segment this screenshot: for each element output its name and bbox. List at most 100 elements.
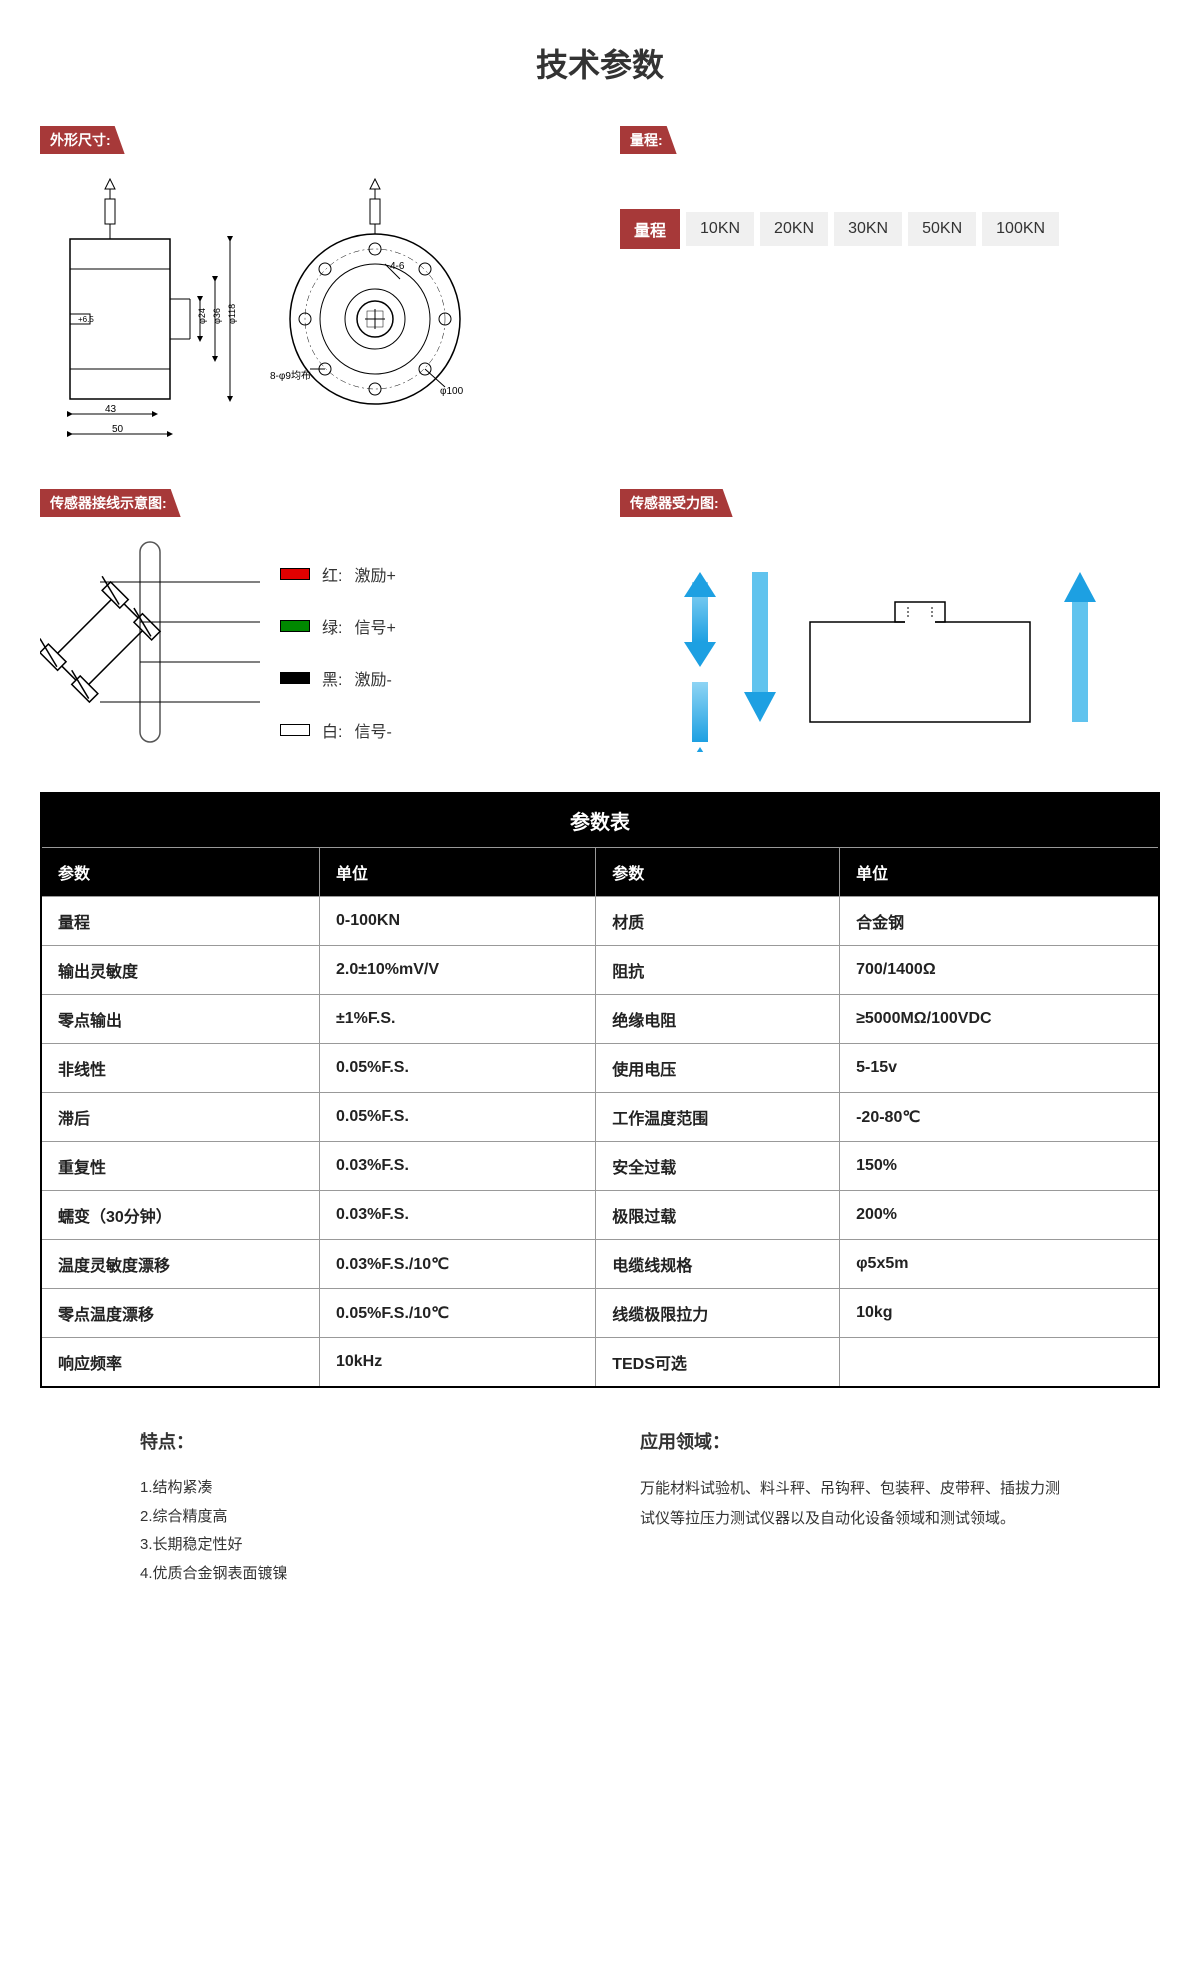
table-row: 零点输出±1%F.S.绝缘电阻≥5000MΩ/100VDC [41, 995, 1159, 1044]
force-diagram [620, 552, 1160, 752]
table-cell: 温度灵敏度漂移 [41, 1240, 319, 1289]
side-view-diagram: +6.5 φ24 φ36 φ118 43 50 [40, 169, 240, 449]
table-row: 蠕变（30分钟）0.03%F.S.极限过载200% [41, 1191, 1159, 1240]
table-cell: 零点输出 [41, 995, 319, 1044]
table-row: 温度灵敏度漂移0.03%F.S./10℃电缆线规格φ5x5m [41, 1240, 1159, 1289]
svg-text:43: 43 [105, 404, 117, 415]
swatch-white [280, 724, 310, 736]
table-cell [840, 1338, 1159, 1388]
col-header: 参数 [41, 848, 319, 897]
feature-item: 2.综合精度高 [140, 1503, 560, 1532]
range-item: 20KN [760, 212, 828, 246]
applications-text: 万能材料试验机、料斗秤、吊钩秤、包装秤、皮带秤、插拔力测试仪等拉压力测试仪器以及… [640, 1474, 1060, 1534]
swatch-red [280, 568, 310, 580]
svg-text:+6.5: +6.5 [78, 315, 94, 324]
table-cell: 200% [840, 1191, 1159, 1240]
table-row: 重复性0.03%F.S.安全过载150% [41, 1142, 1159, 1191]
svg-text:8-φ9均布: 8-φ9均布 [270, 370, 311, 382]
table-row: 响应频率10kHzTEDS可选 [41, 1338, 1159, 1388]
table-row: 零点温度漂移0.05%F.S./10℃线缆极限拉力10kg [41, 1289, 1159, 1338]
col-header: 单位 [319, 848, 595, 897]
col-header: 参数 [596, 848, 840, 897]
swatch-black [280, 672, 310, 684]
range-item: 30KN [834, 212, 902, 246]
swatch-green [280, 620, 310, 632]
wire-black: 黑:激励- [280, 666, 396, 690]
wire-legend: 红:激励+ 绿:信号+ 黑:激励- 白:信号- [280, 562, 396, 742]
wire-white: 白:信号- [280, 718, 396, 742]
table-cell: 材质 [596, 897, 840, 946]
table-cell: 10kHz [319, 1338, 595, 1388]
svg-text:φ100: φ100 [440, 386, 464, 397]
parameter-table: 参数表 参数 单位 参数 单位 量程0-100KN材质合金钢输出灵敏度2.0±1… [40, 792, 1160, 1388]
table-cell: 0-100KN [319, 897, 595, 946]
table-cell: 工作温度范围 [596, 1093, 840, 1142]
top-section: 外形尺寸: +6.5 φ24 φ36 φ118 [40, 126, 1160, 449]
table-cell: 极限过载 [596, 1191, 840, 1240]
range-item: 50KN [908, 212, 976, 246]
table-cell: 0.05%F.S. [319, 1044, 595, 1093]
bottom-section: 特点： 1.结构紧凑2.综合精度高3.长期稳定性好4.优质合金钢表面镀镍 应用领… [40, 1428, 1160, 1588]
dimension-diagrams: +6.5 φ24 φ36 φ118 43 50 [40, 169, 580, 449]
sensor-box [800, 572, 1040, 732]
table-cell: 安全过载 [596, 1142, 840, 1191]
wiring-diagram [40, 532, 260, 752]
force-label: 传感器受力图: [620, 489, 733, 517]
table-cell: 0.03%F.S. [319, 1191, 595, 1240]
table-row: 量程0-100KN材质合金钢 [41, 897, 1159, 946]
table-cell: 蠕变（30分钟） [41, 1191, 319, 1240]
force-arrow-left [680, 552, 720, 752]
table-row: 输出灵敏度2.0±10%mV/V阻抗700/1400Ω [41, 946, 1159, 995]
svg-text:50: 50 [112, 424, 124, 435]
table-cell: 0.05%F.S. [319, 1093, 595, 1142]
range-header: 量程 [620, 209, 680, 249]
features-list: 1.结构紧凑2.综合精度高3.长期稳定性好4.优质合金钢表面镀镍 [140, 1474, 560, 1588]
wiring-label: 传感器接线示意图: [40, 489, 181, 517]
table-cell: 合金钢 [840, 897, 1159, 946]
table-cell: 阻抗 [596, 946, 840, 995]
table-cell: φ5x5m [840, 1240, 1159, 1289]
features-col: 特点： 1.结构紧凑2.综合精度高3.长期稳定性好4.优质合金钢表面镀镍 [140, 1428, 560, 1588]
svg-text:φ36: φ36 [212, 308, 222, 324]
table-cell: 线缆极限拉力 [596, 1289, 840, 1338]
table-cell: 重复性 [41, 1142, 319, 1191]
feature-item: 4.优质合金钢表面镀镍 [140, 1560, 560, 1589]
table-row: 滞后0.05%F.S.工作温度范围-20-80℃ [41, 1093, 1159, 1142]
wire-green: 绿:信号+ [280, 614, 396, 638]
table-cell: 0.03%F.S./10℃ [319, 1240, 595, 1289]
table-cell: 700/1400Ω [840, 946, 1159, 995]
table-cell: 绝缘电阻 [596, 995, 840, 1044]
feature-item: 3.长期稳定性好 [140, 1531, 560, 1560]
applications-col: 应用领域： 万能材料试验机、料斗秤、吊钩秤、包装秤、皮带秤、插拔力测试仪等拉压力… [640, 1428, 1060, 1588]
table-cell: 2.0±10%mV/V [319, 946, 595, 995]
wire-red: 红:激励+ [280, 562, 396, 586]
table-row: 非线性0.05%F.S.使用电压5-15v [41, 1044, 1159, 1093]
features-title: 特点： [140, 1428, 560, 1454]
page-title: 技术参数 [40, 40, 1160, 86]
svg-text:φ118: φ118 [227, 304, 237, 324]
table-cell: 零点温度漂移 [41, 1289, 319, 1338]
applications-title: 应用领域： [640, 1428, 1060, 1454]
svg-text:φ24: φ24 [197, 308, 207, 324]
table-cell: 10kg [840, 1289, 1159, 1338]
table-cell: -20-80℃ [840, 1093, 1159, 1142]
table-cell: 量程 [41, 897, 319, 946]
range-item: 10KN [686, 212, 754, 246]
feature-item: 1.结构紧凑 [140, 1474, 560, 1503]
table-cell: 5-15v [840, 1044, 1159, 1093]
force-arrow-left2 [740, 552, 780, 752]
table-cell: ±1%F.S. [319, 995, 595, 1044]
mid-section: 传感器接线示意图: 红:激励+ 绿:信号+ [40, 489, 1160, 752]
col-header: 单位 [840, 848, 1159, 897]
table-cell: 0.03%F.S. [319, 1142, 595, 1191]
force-arrow-right [1060, 552, 1100, 752]
table-cell: 响应频率 [41, 1338, 319, 1388]
svg-text:4-6: 4-6 [390, 261, 405, 272]
table-cell: ≥5000MΩ/100VDC [840, 995, 1159, 1044]
table-title: 参数表 [41, 793, 1159, 848]
table-cell: 滞后 [41, 1093, 319, 1142]
table-cell: TEDS可选 [596, 1338, 840, 1388]
table-cell: 非线性 [41, 1044, 319, 1093]
dimensions-label: 外形尺寸: [40, 126, 125, 154]
table-cell: 150% [840, 1142, 1159, 1191]
